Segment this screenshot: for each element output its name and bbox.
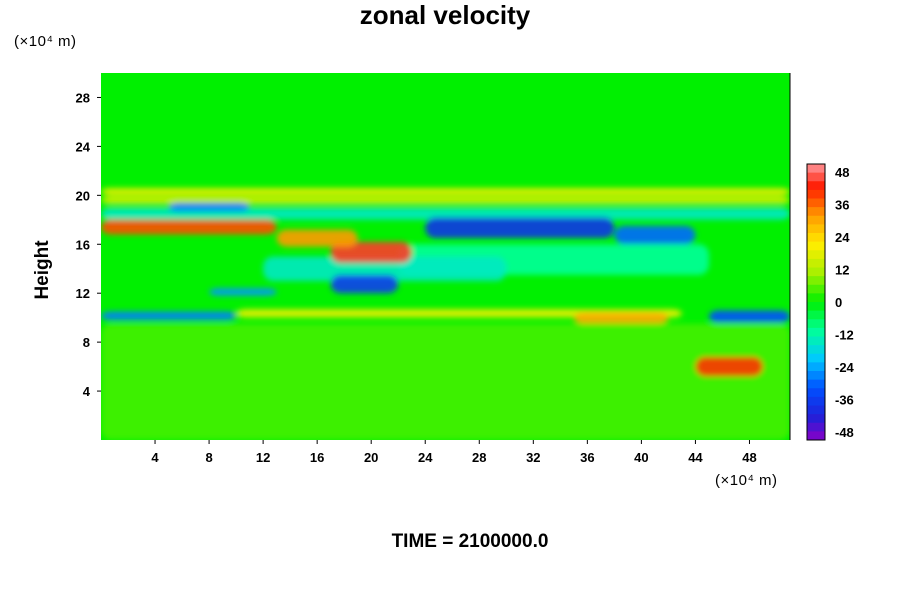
colorbar-segment: [807, 353, 825, 363]
x-tick-label: 32: [526, 450, 540, 465]
velocity-feature: [101, 207, 790, 220]
velocity-feature: [101, 311, 237, 321]
chart-title: zonal velocity: [359, 0, 531, 30]
colorbar-segment: [807, 362, 825, 372]
x-axis-unit: (×10⁴ m): [715, 472, 778, 489]
colorbar-segment: [807, 258, 825, 268]
colorbar-segment: [807, 310, 825, 320]
x-tick-label: 20: [364, 450, 378, 465]
colorbar-border: [806, 163, 826, 441]
colorbar-segment: [807, 431, 825, 441]
velocity-feature: [330, 274, 399, 294]
colorbar-segment: [807, 267, 825, 277]
x-tick-label: 36: [580, 450, 594, 465]
x-tick-label: 28: [472, 450, 486, 465]
y-tick-label: 4: [83, 384, 91, 399]
velocity-feature: [330, 241, 412, 263]
colorbar-segment: [807, 405, 825, 415]
x-tick-label: 8: [205, 450, 212, 465]
colorbar-tick-label: -12: [835, 328, 854, 343]
time-label: TIME = 2100000.0: [391, 531, 549, 552]
velocity-feature: [101, 323, 790, 440]
x-tick-label: 44: [688, 450, 703, 465]
velocity-feature: [168, 202, 250, 212]
colorbar: 48 36 24 12 0 -12 -24 -36 -48: [806, 163, 855, 441]
y-tick-label: 8: [83, 335, 90, 350]
velocity-feature: [101, 187, 790, 196]
velocity-feature: [614, 225, 696, 245]
colorbar-segment: [807, 215, 825, 225]
y-axis-unit: (×10⁴ m): [14, 33, 77, 50]
x-tick-label: 24: [418, 450, 433, 465]
colorbar-segment: [807, 302, 825, 312]
colorbar-tick-label: 0: [835, 295, 842, 310]
colorbar-segment: [807, 241, 825, 251]
colorbar-segment: [807, 198, 825, 208]
y-tick-label: 12: [76, 286, 90, 301]
colorbar-segment: [807, 422, 825, 432]
y-tick-label: 16: [76, 237, 90, 252]
x-tick-label: 4: [151, 450, 159, 465]
colorbar-tick-label: 24: [835, 230, 850, 245]
velocity-feature: [101, 196, 790, 204]
colorbar-segment: [807, 207, 825, 217]
colorbar-segment: [807, 319, 825, 329]
colorbar-segment: [807, 345, 825, 355]
y-tick-label: 24: [76, 139, 91, 154]
y-tick-label: 28: [76, 90, 90, 105]
colorbar-segment: [807, 233, 825, 243]
velocity-feature: [276, 229, 358, 247]
colorbar-tick-label: -48: [835, 425, 854, 440]
colorbar-tick-label: -36: [835, 393, 854, 408]
colorbar-tick-label: 12: [835, 263, 849, 278]
velocity-feature: [209, 288, 277, 296]
colorbar-segment: [807, 414, 825, 424]
colorbar-tick-label: -24: [835, 360, 855, 375]
colorbar-segment: [807, 371, 825, 381]
colorbar-segment: [807, 336, 825, 346]
colorbar-segment: [807, 327, 825, 337]
colorbar-segment: [807, 250, 825, 260]
colorbar-segment: [807, 189, 825, 199]
velocity-feature: [708, 310, 790, 323]
velocity-feature: [236, 309, 682, 318]
x-tick-label: 16: [310, 450, 324, 465]
velocity-feature: [425, 217, 615, 239]
colorbar-tick-label: 36: [835, 198, 849, 213]
colorbar-segment: [807, 181, 825, 191]
colorbar-segment: [807, 172, 825, 182]
colorbar-segment: [807, 293, 825, 303]
colorbar-segment: [807, 224, 825, 234]
velocity-feature: [573, 312, 669, 324]
velocity-feature: [263, 256, 507, 281]
colorbar-segment: [807, 164, 825, 174]
colorbar-tick-label: 48: [835, 165, 849, 180]
colorbar-segment: [807, 388, 825, 398]
colorbar-segment: [807, 396, 825, 406]
colorbar-segment: [807, 379, 825, 389]
x-tick-label: 12: [256, 450, 270, 465]
plot-area: [101, 73, 791, 440]
colorbar-segment: [807, 284, 825, 294]
velocity-feature: [695, 356, 763, 377]
velocity-feature: [101, 219, 277, 235]
colorbar-segment: [807, 276, 825, 286]
x-tick-label: 48: [742, 450, 756, 465]
x-tick-label: 40: [634, 450, 648, 465]
y-tick-label: 20: [76, 188, 90, 203]
